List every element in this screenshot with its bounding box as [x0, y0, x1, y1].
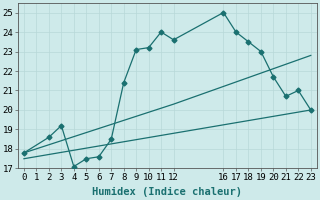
X-axis label: Humidex (Indice chaleur): Humidex (Indice chaleur) [92, 187, 242, 197]
